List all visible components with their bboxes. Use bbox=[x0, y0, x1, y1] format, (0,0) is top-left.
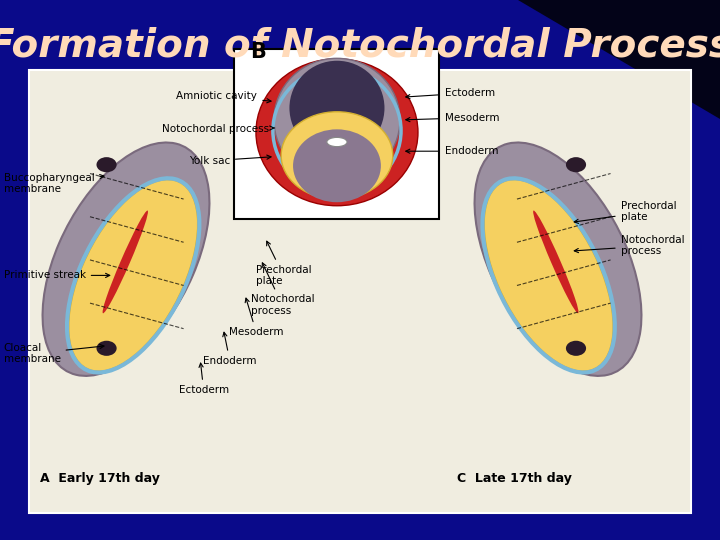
Ellipse shape bbox=[533, 211, 579, 313]
Text: Formation of Notochordal Process: Formation of Notochordal Process bbox=[0, 27, 720, 65]
Ellipse shape bbox=[68, 180, 198, 371]
Ellipse shape bbox=[42, 143, 210, 376]
Text: Yolk sac: Yolk sac bbox=[189, 155, 271, 166]
Text: Mesoderm: Mesoderm bbox=[229, 298, 284, 337]
Text: Endoderm: Endoderm bbox=[203, 332, 256, 366]
Text: Notochordal
process: Notochordal process bbox=[251, 263, 314, 316]
Ellipse shape bbox=[293, 129, 381, 202]
Text: Cloacal
membrane: Cloacal membrane bbox=[4, 343, 104, 364]
Text: Amniotic cavity: Amniotic cavity bbox=[176, 91, 271, 103]
Text: Notochordal
process: Notochordal process bbox=[575, 235, 684, 256]
Text: Mesoderm: Mesoderm bbox=[406, 113, 500, 123]
Ellipse shape bbox=[96, 157, 117, 172]
Ellipse shape bbox=[327, 137, 347, 146]
Ellipse shape bbox=[256, 59, 418, 206]
Ellipse shape bbox=[96, 341, 117, 356]
Text: Prechordal
plate: Prechordal plate bbox=[256, 241, 311, 286]
Text: Ectoderm: Ectoderm bbox=[179, 363, 229, 395]
Ellipse shape bbox=[274, 58, 400, 181]
Ellipse shape bbox=[289, 60, 384, 156]
Bar bbox=[234, 49, 439, 219]
Text: C  Late 17th day: C Late 17th day bbox=[457, 471, 572, 485]
Ellipse shape bbox=[484, 180, 613, 371]
Text: Prechordal
plate: Prechordal plate bbox=[575, 201, 676, 224]
Ellipse shape bbox=[566, 157, 586, 172]
Text: B: B bbox=[251, 42, 266, 62]
Text: Notochordal process: Notochordal process bbox=[162, 124, 275, 133]
Ellipse shape bbox=[566, 341, 586, 356]
Text: A  Early 17th day: A Early 17th day bbox=[40, 471, 159, 485]
Text: Primitive streak: Primitive streak bbox=[4, 271, 109, 280]
Ellipse shape bbox=[102, 211, 148, 313]
Polygon shape bbox=[518, 0, 720, 119]
Bar bbox=[29, 70, 691, 513]
Text: Endoderm: Endoderm bbox=[406, 146, 498, 156]
Ellipse shape bbox=[282, 112, 393, 199]
Text: Buccopharyngeal
membrane: Buccopharyngeal membrane bbox=[4, 173, 104, 194]
Text: Ectoderm: Ectoderm bbox=[406, 88, 495, 99]
Ellipse shape bbox=[474, 143, 642, 376]
